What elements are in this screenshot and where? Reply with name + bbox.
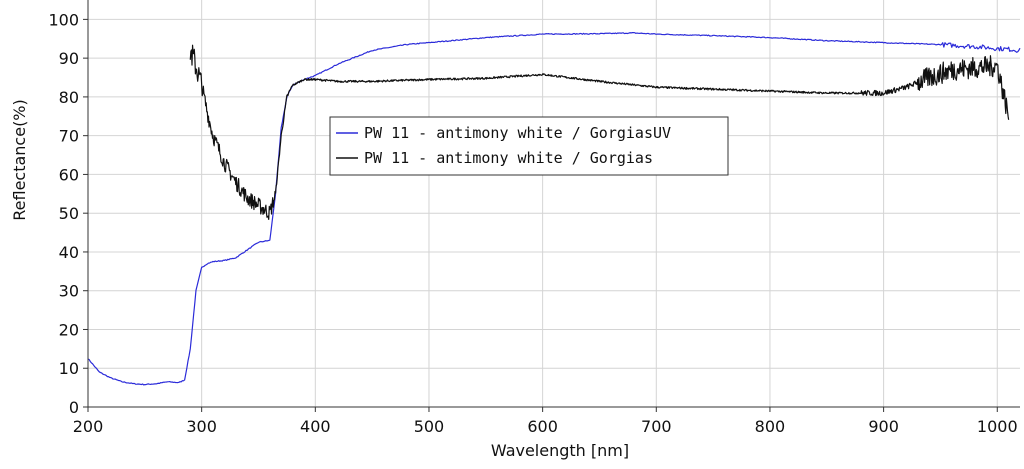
y-tick-label: 100 (48, 10, 79, 29)
y-tick-label: 0 (69, 398, 79, 417)
x-tick-label: 700 (641, 417, 672, 436)
x-tick-label: 200 (73, 417, 104, 436)
series-line-0 (87, 32, 1021, 386)
legend-label-gorgiasuv: PW 11 - antimony white / GorgiasUV (364, 124, 671, 142)
legend: PW 11 - antimony white / GorgiasUV PW 11… (329, 116, 729, 176)
legend-label-gorgias: PW 11 - antimony white / Gorgias (364, 149, 653, 167)
x-tick-label: 400 (300, 417, 331, 436)
series-line-1 (189, 44, 1010, 220)
y-tick-label: 40 (59, 243, 79, 262)
y-tick-label: 60 (59, 165, 79, 184)
y-tick-label: 90 (59, 49, 79, 68)
y-tick-label: 20 (59, 320, 79, 339)
x-tick-label: 300 (186, 417, 217, 436)
y-tick-labels: 0 10 20 30 40 50 60 70 80 90 100 (48, 10, 79, 417)
axes (83, 0, 1020, 412)
y-tick-label: 10 (59, 359, 79, 378)
y-tick-label: 50 (59, 204, 79, 223)
y-tick-label: 70 (59, 127, 79, 146)
x-axis-title: Wavelength [nm] (491, 441, 629, 460)
series-layer (87, 32, 1021, 386)
y-tick-label: 30 (59, 282, 79, 301)
legend-box (329, 116, 729, 176)
plot-area (88, 0, 1024, 407)
x-tick-label: 800 (755, 417, 786, 436)
x-tick-label: 1000 (977, 417, 1018, 436)
y-axis-title: Reflectance(%) (10, 99, 29, 221)
x-tick-labels: 200 300 400 500 600 700 800 900 1000 (73, 417, 1018, 436)
x-tick-label: 900 (868, 417, 899, 436)
x-tick-label: 600 (527, 417, 558, 436)
x-tick-label: 500 (414, 417, 445, 436)
y-tick-label: 80 (59, 88, 79, 107)
